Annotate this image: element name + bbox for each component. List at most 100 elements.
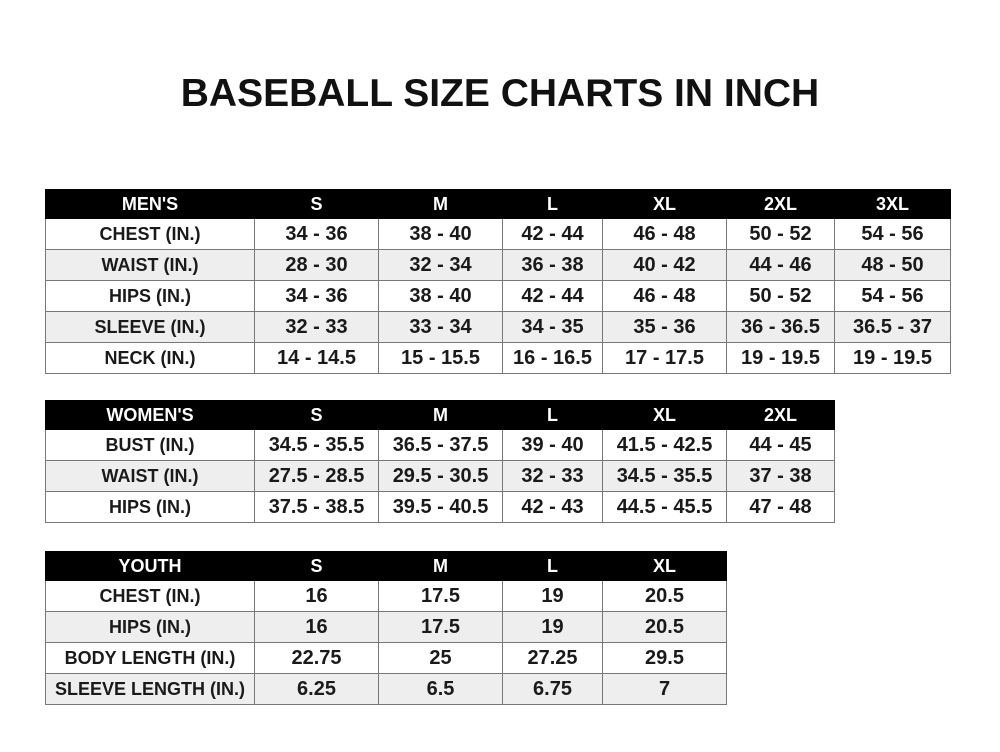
size-value: 50 - 52 xyxy=(726,280,835,312)
size-header: S xyxy=(254,551,379,581)
size-header: 2XL xyxy=(726,189,835,219)
size-value: 42 - 43 xyxy=(502,491,603,523)
size-value: 16 xyxy=(254,580,379,612)
size-value: 28 - 30 xyxy=(254,249,379,281)
measurement-label: SLEEVE (IN.) xyxy=(45,311,255,343)
size-value: 42 - 44 xyxy=(502,218,603,250)
table-row: SLEEVE (IN.) 32 - 33 33 - 34 34 - 35 35 - 36… xyxy=(45,311,951,343)
header-row: MEN'S S M L XL 2XL 3XL xyxy=(45,189,951,219)
table-row: HIPS (IN.) 34 - 36 38 - 40 42 - 44 46 - 48 50… xyxy=(45,280,951,312)
womens-size-table: WOMEN'S S M L XL 2XL BUST (IN.) 34.5 - 35.5 36.5… xyxy=(45,400,835,523)
size-value: 35 - 36 xyxy=(602,311,727,343)
mens-size-table: MEN'S S M L XL 2XL 3XL CHEST (IN.) 34 - 36 38 - 4… xyxy=(45,189,951,374)
size-value: 37 - 38 xyxy=(726,460,835,492)
measurement-label: WAIST (IN.) xyxy=(45,249,255,281)
size-header: L xyxy=(502,400,603,430)
size-header: XL xyxy=(602,551,727,581)
size-value: 32 - 33 xyxy=(502,460,603,492)
size-value: 34.5 - 35.5 xyxy=(254,429,379,461)
category-header: WOMEN'S xyxy=(45,400,255,430)
size-value: 46 - 48 xyxy=(602,218,727,250)
page-title: BASEBALL SIZE CHARTS IN INCH xyxy=(180,72,820,115)
size-value: 25 xyxy=(378,642,503,674)
size-value: 39.5 - 40.5 xyxy=(378,491,503,523)
table-row: HIPS (IN.) 16 17.5 19 20.5 xyxy=(45,611,727,643)
size-value: 6.25 xyxy=(254,673,379,705)
size-value: 6.75 xyxy=(502,673,603,705)
header-row: WOMEN'S S M L XL 2XL xyxy=(45,400,835,430)
size-value: 29.5 - 30.5 xyxy=(378,460,503,492)
table-row: HIPS (IN.) 37.5 - 38.5 39.5 - 40.5 42 - 43 4… xyxy=(45,491,835,523)
size-value: 44 - 45 xyxy=(726,429,835,461)
measurement-label: CHEST (IN.) xyxy=(45,218,255,250)
size-value: 27.25 xyxy=(502,642,603,674)
size-value: 19 - 19.5 xyxy=(834,342,951,374)
size-value: 19 xyxy=(502,580,603,612)
measurement-label: HIPS (IN.) xyxy=(45,611,255,643)
measurement-label: WAIST (IN.) xyxy=(45,460,255,492)
header-row: YOUTH S M L XL xyxy=(45,551,727,581)
size-value: 14 - 14.5 xyxy=(254,342,379,374)
size-header: L xyxy=(502,551,603,581)
measurement-label: HIPS (IN.) xyxy=(45,280,255,312)
size-value: 32 - 34 xyxy=(378,249,503,281)
size-header: M xyxy=(378,189,503,219)
size-value: 34 - 36 xyxy=(254,280,379,312)
size-value: 17 - 17.5 xyxy=(602,342,727,374)
size-header: M xyxy=(378,400,503,430)
table-row: BODY LENGTH (IN.) 22.75 25 27.25 29.5 xyxy=(45,642,727,674)
size-value: 34 - 36 xyxy=(254,218,379,250)
size-value: 20.5 xyxy=(602,611,727,643)
size-value: 36.5 - 37 xyxy=(834,311,951,343)
size-value: 22.75 xyxy=(254,642,379,674)
size-value: 20.5 xyxy=(602,580,727,612)
size-value: 27.5 - 28.5 xyxy=(254,460,379,492)
size-header: L xyxy=(502,189,603,219)
size-value: 38 - 40 xyxy=(378,218,503,250)
size-value: 41.5 - 42.5 xyxy=(602,429,727,461)
size-value: 54 - 56 xyxy=(834,280,951,312)
size-value: 19 - 19.5 xyxy=(726,342,835,374)
size-value: 34 - 35 xyxy=(502,311,603,343)
table-row: SLEEVE LENGTH (IN.) 6.25 6.5 6.75 7 xyxy=(45,673,727,705)
size-value: 6.5 xyxy=(378,673,503,705)
measurement-label: BODY LENGTH (IN.) xyxy=(45,642,255,674)
size-value: 29.5 xyxy=(602,642,727,674)
table-row: WAIST (IN.) 27.5 - 28.5 29.5 - 30.5 32 - 33… xyxy=(45,460,835,492)
category-header: YOUTH xyxy=(45,551,255,581)
measurement-label: SLEEVE LENGTH (IN.) xyxy=(45,673,255,705)
size-value: 40 - 42 xyxy=(602,249,727,281)
size-value: 16 - 16.5 xyxy=(502,342,603,374)
size-value: 19 xyxy=(502,611,603,643)
size-value: 36.5 - 37.5 xyxy=(378,429,503,461)
size-header: XL xyxy=(602,189,727,219)
size-value: 37.5 - 38.5 xyxy=(254,491,379,523)
size-value: 33 - 34 xyxy=(378,311,503,343)
table-row: CHEST (IN.) 34 - 36 38 - 40 42 - 44 46 - 48 5… xyxy=(45,218,951,250)
size-header: 2XL xyxy=(726,400,835,430)
size-value: 7 xyxy=(602,673,727,705)
measurement-label: HIPS (IN.) xyxy=(45,491,255,523)
table-row: NECK (IN.) 14 - 14.5 15 - 15.5 16 - 16.5 17 … xyxy=(45,342,951,374)
youth-size-table: YOUTH S M L XL CHEST (IN.) 16 17.5 19 20.5 HIPS (I… xyxy=(45,551,727,705)
size-value: 34.5 - 35.5 xyxy=(602,460,727,492)
size-value: 17.5 xyxy=(378,611,503,643)
size-value: 36 - 36.5 xyxy=(726,311,835,343)
size-header: 3XL xyxy=(834,189,951,219)
size-header: XL xyxy=(602,400,727,430)
size-value: 15 - 15.5 xyxy=(378,342,503,374)
size-value: 47 - 48 xyxy=(726,491,835,523)
measurement-label: NECK (IN.) xyxy=(45,342,255,374)
size-value: 54 - 56 xyxy=(834,218,951,250)
size-value: 36 - 38 xyxy=(502,249,603,281)
table-row: BUST (IN.) 34.5 - 35.5 36.5 - 37.5 39 - 40 4… xyxy=(45,429,835,461)
size-value: 38 - 40 xyxy=(378,280,503,312)
size-value: 44 - 46 xyxy=(726,249,835,281)
size-value: 50 - 52 xyxy=(726,218,835,250)
category-header: MEN'S xyxy=(45,189,255,219)
size-value: 42 - 44 xyxy=(502,280,603,312)
table-row: CHEST (IN.) 16 17.5 19 20.5 xyxy=(45,580,727,612)
size-value: 39 - 40 xyxy=(502,429,603,461)
table-row: WAIST (IN.) 28 - 30 32 - 34 36 - 38 40 - 42 4… xyxy=(45,249,951,281)
size-value: 17.5 xyxy=(378,580,503,612)
